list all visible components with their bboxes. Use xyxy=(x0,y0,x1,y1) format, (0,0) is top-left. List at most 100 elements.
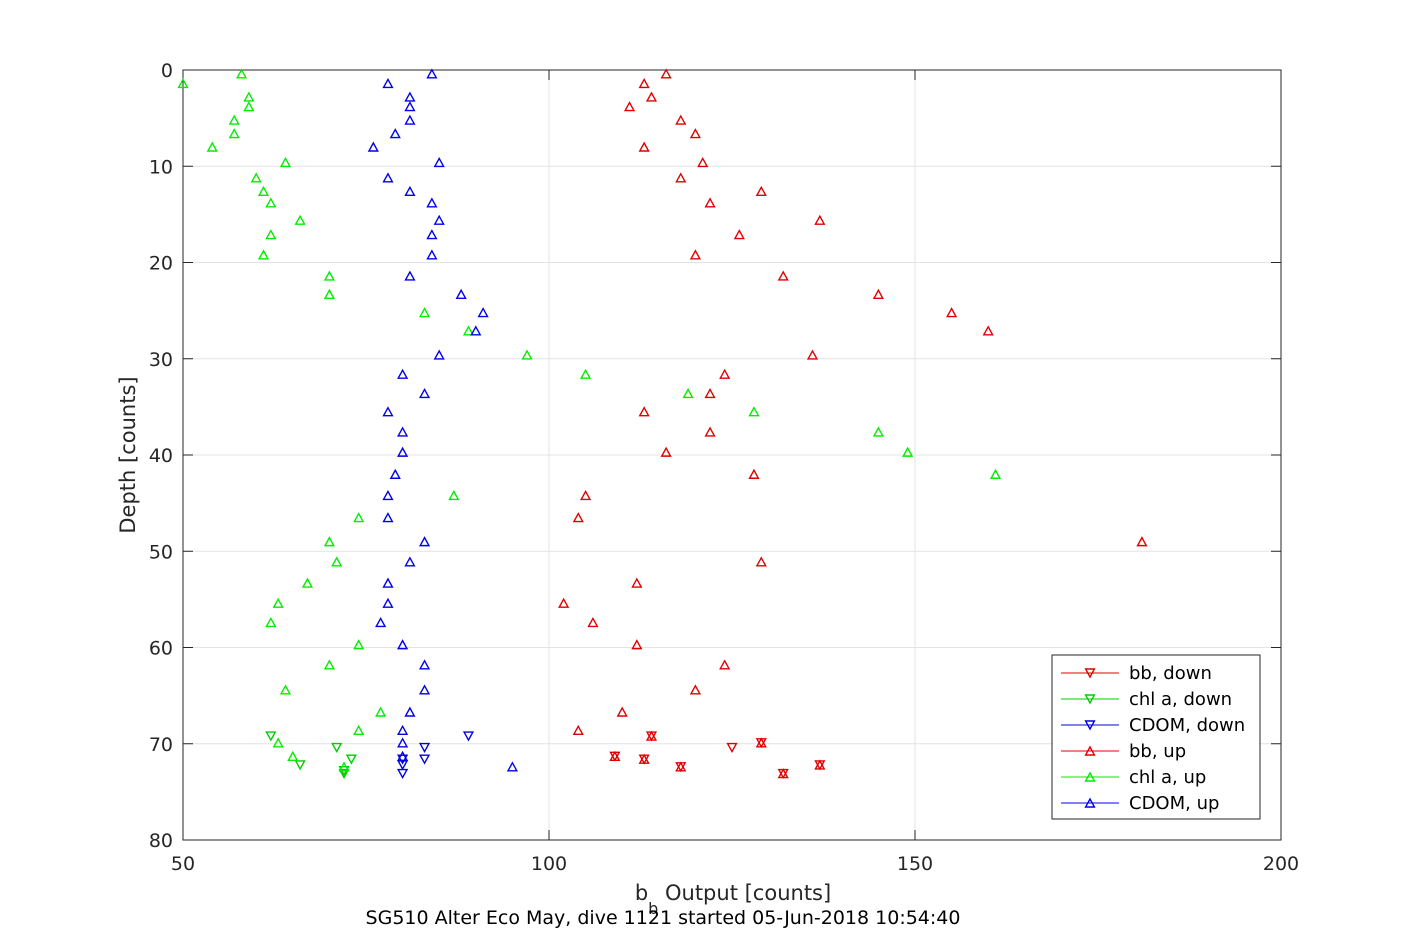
data-point-3-8 xyxy=(675,172,687,183)
series-4 xyxy=(177,68,1002,772)
data-point-5-14 xyxy=(404,270,416,281)
data-point-3-24 xyxy=(748,468,760,479)
data-point-5-16 xyxy=(477,307,489,318)
series-5 xyxy=(367,68,518,772)
legend-marker-5 xyxy=(1084,797,1096,808)
data-point-4-16 xyxy=(418,307,431,318)
legend-label-4: chl a, up xyxy=(1129,767,1206,788)
data-point-5-32 xyxy=(397,639,409,650)
y-tick-label-8: 80 xyxy=(149,830,173,852)
data-point-3-22 xyxy=(704,426,716,437)
data-point-3-18 xyxy=(806,349,819,360)
data-point-5-36 xyxy=(397,724,409,735)
data-point-3-27 xyxy=(1136,536,1148,547)
data-point-4-27 xyxy=(323,536,335,547)
data-point-5-0 xyxy=(426,68,438,79)
data-point-5-28 xyxy=(404,556,416,567)
data-point-5-9 xyxy=(404,185,416,196)
data-point-5-39 xyxy=(506,761,518,772)
data-point-3-41 xyxy=(675,761,687,772)
data-point-3-5 xyxy=(689,128,701,139)
data-point-0-1 xyxy=(726,742,738,754)
data-point-1-1 xyxy=(331,742,343,754)
data-point-2-0 xyxy=(462,731,475,742)
x-tick-label-0: 50 xyxy=(171,853,195,875)
data-point-4-26 xyxy=(353,512,365,523)
data-point-4-37 xyxy=(272,737,284,748)
data-point-3-10 xyxy=(704,197,716,208)
data-point-3-9 xyxy=(755,185,767,196)
y-tick-label-7: 70 xyxy=(149,734,173,756)
data-point-5-6 xyxy=(367,141,379,152)
data-point-3-31 xyxy=(587,617,599,628)
legend-box xyxy=(1051,654,1261,820)
data-point-5-15 xyxy=(455,288,467,299)
data-point-3-16 xyxy=(946,307,958,318)
data-point-4-4 xyxy=(228,114,240,125)
data-point-5-2 xyxy=(404,91,416,102)
data-point-5-29 xyxy=(382,577,394,588)
data-point-4-24 xyxy=(989,468,1002,479)
data-point-3-21 xyxy=(638,406,650,417)
data-point-3-39 xyxy=(609,750,621,761)
data-points xyxy=(177,68,1148,780)
data-point-5-34 xyxy=(418,684,431,695)
data-point-2-3 xyxy=(418,754,431,765)
data-point-4-18 xyxy=(521,349,533,360)
data-point-5-7 xyxy=(433,156,445,168)
series-3 xyxy=(558,68,1148,779)
data-point-4-13 xyxy=(257,249,270,260)
chart-caption: SG510 Alter Eco May, dive 1121 started 0… xyxy=(366,907,961,929)
data-point-3-1 xyxy=(638,78,650,89)
x-tick-label-3: 200 xyxy=(1263,853,1299,875)
data-point-5-17 xyxy=(470,325,482,336)
data-point-5-31 xyxy=(375,617,387,628)
y-tick-label-5: 50 xyxy=(149,541,173,563)
y-tick-label-2: 20 xyxy=(149,253,173,275)
data-point-4-0 xyxy=(235,68,248,79)
legend-label-3: bb, up xyxy=(1129,741,1186,762)
data-point-4-23 xyxy=(902,446,914,457)
x-axis-label-subscript: b xyxy=(648,899,658,918)
data-point-4-20 xyxy=(682,387,694,399)
data-point-5-37 xyxy=(397,737,409,748)
data-point-2-5 xyxy=(397,768,409,780)
data-point-5-18 xyxy=(433,349,445,360)
data-point-3-23 xyxy=(660,446,672,457)
data-point-4-28 xyxy=(331,556,343,567)
data-point-4-2 xyxy=(243,91,255,102)
data-point-5-8 xyxy=(382,172,394,183)
data-point-4-30 xyxy=(272,597,284,608)
data-point-4-21 xyxy=(748,406,760,417)
data-point-3-33 xyxy=(719,659,731,670)
data-point-4-39 xyxy=(338,761,350,772)
data-point-5-30 xyxy=(382,597,394,608)
data-point-2-2 xyxy=(397,754,409,765)
data-point-4-17 xyxy=(462,325,475,336)
legend-marker-0 xyxy=(1084,668,1096,679)
data-point-3-37 xyxy=(645,730,658,741)
data-point-3-26 xyxy=(572,512,584,523)
data-point-5-38 xyxy=(397,750,409,761)
data-point-3-38 xyxy=(755,737,767,748)
data-point-4-32 xyxy=(353,639,365,650)
legend-label-1: chl a, down xyxy=(1129,689,1232,710)
data-point-4-9 xyxy=(257,185,270,196)
grid xyxy=(182,69,1282,841)
data-point-4-25 xyxy=(448,489,460,501)
data-point-5-19 xyxy=(397,368,409,379)
data-point-5-24 xyxy=(389,468,401,479)
legend-marker-2 xyxy=(1084,720,1096,731)
data-point-3-35 xyxy=(616,706,628,717)
data-point-5-4 xyxy=(404,114,416,125)
data-point-4-22 xyxy=(872,426,884,437)
data-point-1-0 xyxy=(265,731,277,742)
y-tick-label-1: 10 xyxy=(149,156,173,178)
x-tick-label-1: 100 xyxy=(531,853,567,875)
y-tick-label-6: 60 xyxy=(149,638,173,660)
data-point-5-26 xyxy=(382,512,394,523)
data-point-3-42 xyxy=(814,759,826,770)
x-axis-label-rest: Output [counts] xyxy=(658,881,831,905)
data-point-4-7 xyxy=(279,156,292,168)
data-point-3-2 xyxy=(645,91,658,102)
